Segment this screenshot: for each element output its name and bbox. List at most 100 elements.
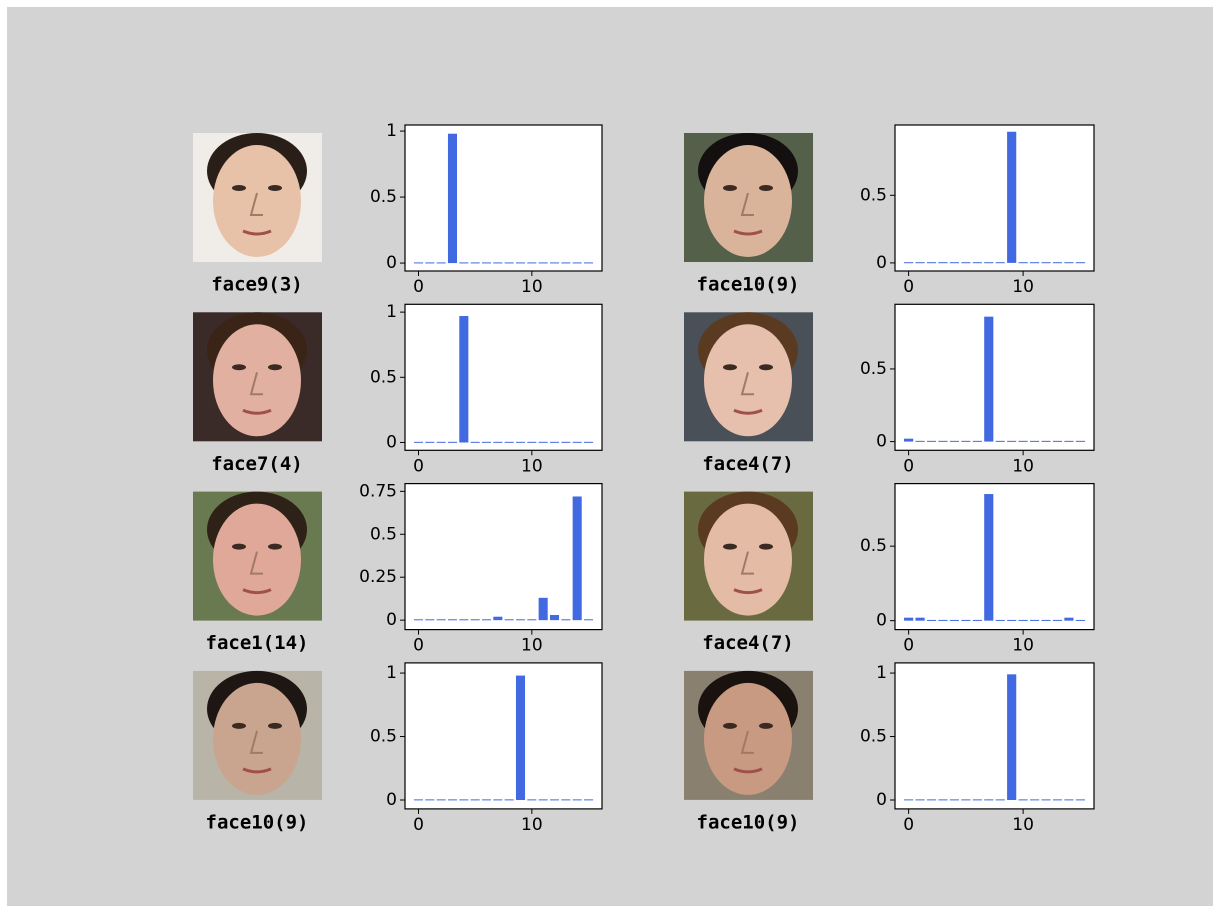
bar <box>1030 262 1039 263</box>
axes-background <box>895 484 1094 630</box>
bar <box>915 618 924 621</box>
bar <box>550 442 559 443</box>
bar <box>539 262 548 263</box>
bar <box>1019 799 1028 800</box>
bar <box>414 262 423 263</box>
bar <box>448 619 457 620</box>
bar <box>471 619 480 620</box>
bar <box>1053 799 1062 800</box>
x-tick-label: 0 <box>903 815 914 835</box>
face-image <box>193 312 322 441</box>
bar <box>938 799 947 800</box>
face-eye <box>232 723 246 729</box>
bar <box>584 262 593 263</box>
face-skin <box>213 324 301 436</box>
y-tick-label: 0 <box>386 610 397 630</box>
bar <box>1030 799 1039 800</box>
x-tick-label: 10 <box>1012 456 1034 476</box>
bar <box>527 799 536 800</box>
bar <box>471 799 480 800</box>
bar <box>539 799 548 800</box>
bar <box>1041 799 1050 800</box>
bar <box>950 441 959 442</box>
y-tick-label: 0.5 <box>370 367 397 387</box>
face-skin <box>704 683 792 795</box>
bar <box>414 442 423 443</box>
bar <box>550 615 559 620</box>
y-tick-label: 0.25 <box>359 567 397 587</box>
bar <box>561 799 570 800</box>
face-eye <box>759 544 773 550</box>
bar <box>984 494 993 621</box>
bar <box>904 618 913 621</box>
axes-background <box>405 663 602 809</box>
bar <box>448 442 457 443</box>
bar <box>915 441 924 442</box>
bar <box>493 442 502 443</box>
bar <box>505 262 514 263</box>
bar <box>927 441 936 442</box>
bar <box>1007 441 1016 442</box>
face-image <box>193 671 322 800</box>
face-image <box>684 133 813 262</box>
bar <box>482 262 491 263</box>
bar <box>1053 262 1062 263</box>
y-tick-label: 0 <box>386 790 397 810</box>
face-skin <box>704 145 792 257</box>
panel-label: face10(9) <box>697 811 800 833</box>
face-eye <box>723 364 737 370</box>
y-tick-label: 0.5 <box>370 727 397 747</box>
bar <box>927 262 936 263</box>
bar <box>527 262 536 263</box>
x-tick-label: 10 <box>1012 815 1034 835</box>
bar <box>938 441 947 442</box>
bar <box>573 442 582 443</box>
x-tick-label: 10 <box>521 456 543 476</box>
y-tick-label: 0 <box>386 432 397 452</box>
face-eye <box>759 185 773 191</box>
face-eye <box>268 364 282 370</box>
bar <box>471 442 480 443</box>
bar <box>459 316 468 442</box>
bar <box>904 262 913 263</box>
face-eye <box>723 544 737 550</box>
face-image <box>684 492 813 621</box>
bar <box>973 799 982 800</box>
face-skin <box>213 504 301 616</box>
bar <box>1076 799 1085 800</box>
bar <box>573 496 582 620</box>
y-tick-label: 1 <box>386 121 397 141</box>
bar <box>425 262 434 263</box>
bar <box>1064 618 1073 621</box>
panel-label: face10(9) <box>697 274 800 296</box>
y-tick-label: 0.5 <box>370 187 397 207</box>
bar <box>539 598 548 620</box>
bar <box>1064 262 1073 263</box>
face-skin <box>704 504 792 616</box>
x-tick-label: 10 <box>521 815 543 835</box>
axes-background <box>405 304 602 450</box>
face-eye <box>723 723 737 729</box>
y-tick-label: 0.5 <box>370 524 397 544</box>
bar <box>950 620 959 621</box>
bar <box>505 619 514 620</box>
axes-background <box>405 484 602 630</box>
bar <box>961 262 970 263</box>
bar <box>584 442 593 443</box>
x-tick-label: 10 <box>1012 636 1034 656</box>
page: face9(3)00.51010face10(9)00.5010face7(4)… <box>0 0 1213 906</box>
bar <box>425 619 434 620</box>
bar <box>482 442 491 443</box>
bar <box>984 317 993 442</box>
y-tick-label: 0 <box>876 790 887 810</box>
face-eye <box>232 544 246 550</box>
y-tick-label: 0.5 <box>860 185 887 205</box>
panel-label: face4(7) <box>702 453 794 475</box>
bar <box>1064 799 1073 800</box>
bar <box>1053 620 1062 621</box>
y-tick-label: 0.5 <box>860 727 887 747</box>
x-tick-label: 0 <box>903 277 914 297</box>
bar <box>1019 262 1028 263</box>
bar <box>973 441 982 442</box>
bar <box>482 619 491 620</box>
